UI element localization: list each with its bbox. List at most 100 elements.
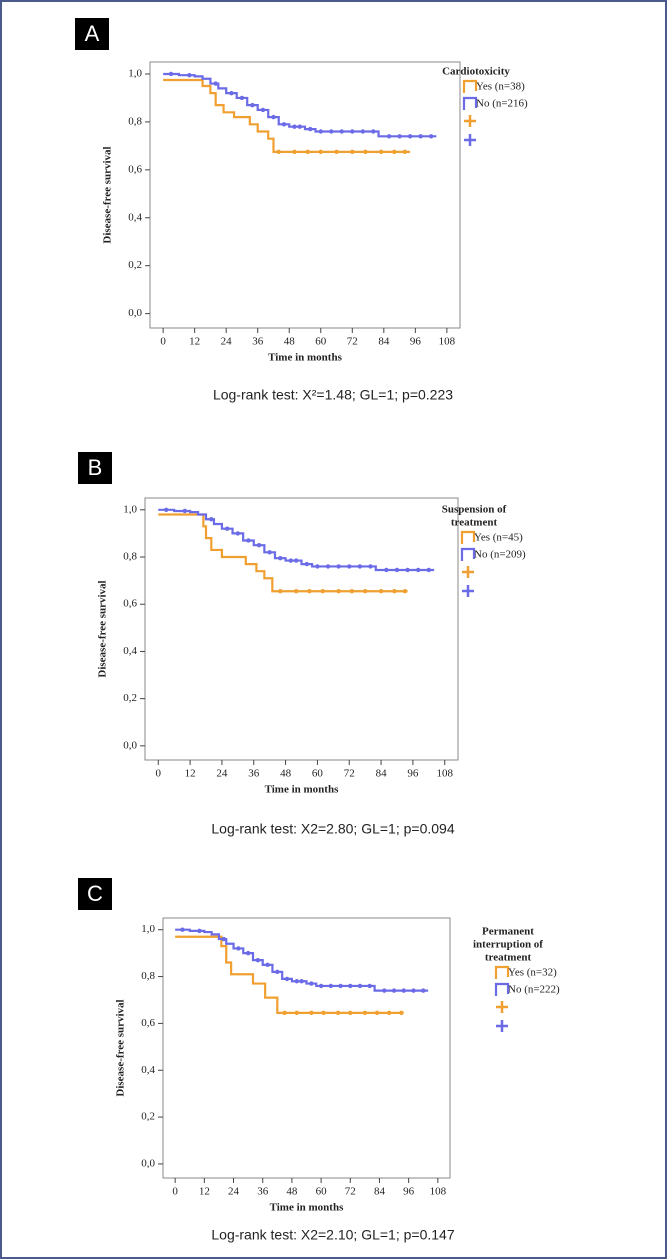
y-tick-label: 0,2 [123,692,137,704]
y-tick-label: 0,6 [128,163,142,175]
censor-mark [368,564,373,569]
censor-mark [182,508,187,514]
censor-mark [347,564,352,569]
panel-label: A [85,21,100,46]
censor-mark [350,149,355,155]
x-tick-label: 96 [403,1186,415,1198]
y-tick-label: 0,6 [141,1017,155,1029]
censor-mark [318,149,323,155]
censor-mark [318,983,324,989]
censor-mark [294,1010,299,1016]
censor-mark [309,1010,314,1016]
x-tick-label: 24 [228,1186,240,1198]
censor-mark [267,550,272,555]
x-tick-label: 0 [160,336,166,348]
censor-mark [335,1010,341,1016]
x-tick-label: 60 [312,768,324,780]
legend-label: Yes (n=32) [508,967,557,979]
caption: Log-rank test: X2=2.10; GL=1; p=0.147 [211,1227,454,1243]
legend-swatch [460,547,476,561]
y-tick-label: 0,4 [123,645,137,657]
censor-mark [336,564,341,569]
survival-curve [163,78,411,153]
legend-title: treatment [485,952,532,964]
legend-title: Permanent [482,926,534,938]
legend-swatch [494,982,510,996]
x-tick-label: 108 [436,768,453,780]
censor-mark [235,531,241,536]
plot-frame [149,61,461,329]
censor-mark [187,72,192,78]
censor-mark [391,988,397,993]
censor-mark [392,589,397,594]
x-tick-label: 60 [315,336,327,348]
plot-frame [144,497,459,761]
panel-label: C [87,881,103,906]
censor-mark [250,102,255,108]
y-tick-label: 0,2 [128,259,142,271]
censor-mark [336,589,341,594]
y-tick-label: 0,0 [128,307,142,319]
censor-mark [407,134,413,139]
y-tick-label: 1,0 [141,923,155,935]
censor-mark [349,589,355,594]
censor-mark [357,983,363,989]
x-tick-label: 12 [199,1186,210,1198]
censor-mark [292,124,297,129]
legend-censor-symbol [496,1020,508,1032]
y-axis-label: Disease-free survival [97,580,109,677]
censor-mark [397,134,402,139]
legend-censor-symbol [462,566,474,578]
legend-label: No (n=216) [476,98,528,110]
x-tick-label: 36 [257,1186,269,1198]
censor-mark [382,988,387,993]
panel-label-box [78,452,112,484]
legend-swatch [462,96,478,110]
panel-label-box [75,18,109,50]
y-tick-label: 0,4 [141,1064,155,1076]
censor-mark [416,567,421,573]
censor-mark [229,90,234,96]
censor-mark [329,129,334,134]
censor-mark [386,134,392,139]
panel-label-box [78,878,112,910]
censor-mark [363,149,368,155]
censor-mark [418,134,423,139]
censor-mark [426,567,432,573]
censor-mark [350,129,355,134]
x-tick-label: 72 [344,768,355,780]
x-tick-label: 84 [374,1186,386,1198]
censor-mark [271,114,276,120]
x-tick-label: 96 [410,336,422,348]
censor-mark [399,1010,404,1016]
y-tick-label: 0,8 [141,970,155,982]
y-tick-label: 1,0 [128,68,142,80]
censor-mark [357,564,363,569]
censor-mark [245,950,251,956]
survival-curve [158,508,435,572]
censor-mark [374,1010,380,1016]
x-tick-label: 84 [378,336,390,348]
legend-title: Cardiotoxicity [442,66,510,78]
x-tick-label: 0 [172,1186,178,1198]
y-tick-label: 0,8 [128,115,142,127]
y-tick-label: 0,8 [123,551,137,563]
censor-mark [307,589,312,594]
y-tick-label: 0,2 [141,1111,155,1123]
censor-mark [338,983,343,989]
panel-label: B [88,455,103,480]
censor-mark [168,71,174,77]
censor-mark [367,983,372,989]
censor-mark [348,983,353,989]
censor-mark [328,983,334,989]
x-tick-label: 72 [345,1186,356,1198]
y-tick-label: 1,0 [123,503,137,515]
censor-mark [315,564,320,569]
censor-mark [362,589,368,594]
x-axis-label: Time in months [270,1202,344,1214]
x-axis-label: Time in months [265,784,339,796]
legend-label: No (n=209) [474,549,526,561]
legend-censor-symbol [464,134,476,146]
censor-mark [299,979,304,984]
